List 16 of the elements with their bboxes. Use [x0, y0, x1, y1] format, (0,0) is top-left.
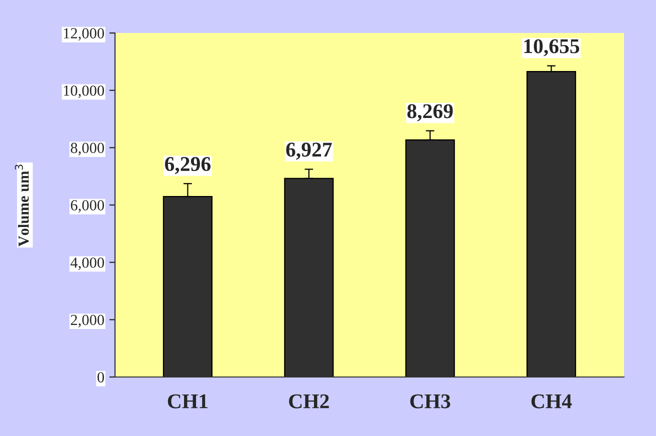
data-label: 6,296 [164, 157, 211, 174]
data-label: 6,927 [286, 142, 332, 160]
y-tick-label: 10,000 [64, 85, 104, 98]
y-axis-title: Volume um$^{3}$ [14, 164, 29, 247]
y-tick-label: 2,000 [70, 314, 104, 328]
y-tick-label: 0 [98, 372, 104, 382]
y-tick-label: 8,000 [70, 142, 104, 156]
y-tick-label: 6,000 [70, 200, 104, 213]
x-tick-label: CH4 [531, 394, 572, 408]
x-tick-label: CH3 [410, 394, 450, 408]
y-tick-label: 4,000 [70, 257, 104, 270]
y-tick-label: 12,000 [64, 28, 104, 41]
x-tick-label: CH2 [289, 394, 329, 408]
data-label: 10,655 [524, 39, 580, 56]
x-tick-label: CH1 [168, 394, 208, 408]
data-label: 8,269 [407, 104, 453, 122]
